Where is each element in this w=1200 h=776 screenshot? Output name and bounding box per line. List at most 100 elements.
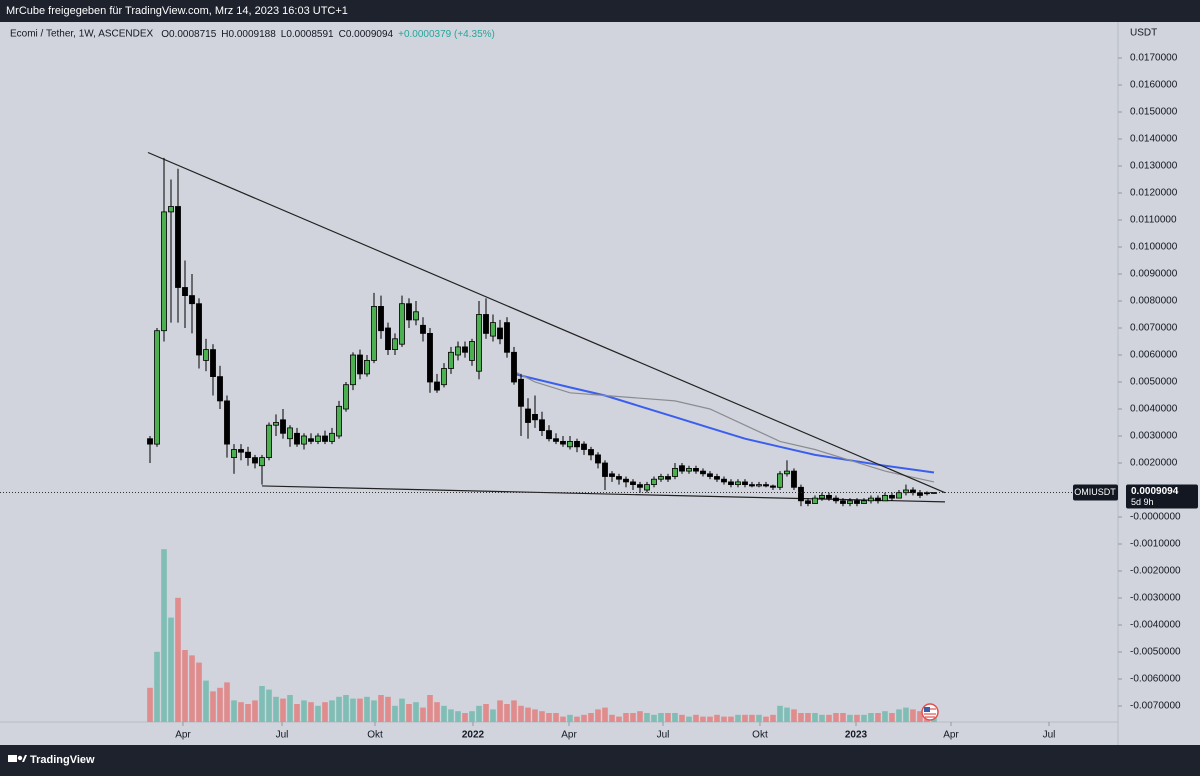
candle-body xyxy=(343,384,349,410)
candle-body xyxy=(497,327,503,340)
candle-body xyxy=(770,485,776,488)
candle-body xyxy=(196,303,202,356)
volume-bar xyxy=(287,695,293,722)
candle-body xyxy=(644,484,650,491)
candle-body xyxy=(308,438,314,442)
candle-body xyxy=(539,419,545,432)
candle-body xyxy=(623,478,629,483)
volume-bar xyxy=(693,714,699,722)
legend-value: C0.0009094 xyxy=(339,29,394,40)
candle-body xyxy=(588,449,594,456)
volume-bar xyxy=(714,714,720,722)
volume-bar xyxy=(721,716,727,722)
x-tick-label: Jul xyxy=(1043,730,1056,741)
legend-value: O0.0008715 xyxy=(161,29,216,40)
volume-bar xyxy=(812,713,818,722)
candle-body xyxy=(875,497,881,502)
volume-bar xyxy=(462,713,468,722)
symbol-title: Ecomi / Tether, 1W, ASCENDEX xyxy=(10,29,154,40)
candle-body xyxy=(371,305,377,361)
volume-bar xyxy=(917,711,923,722)
candle-body xyxy=(462,346,468,353)
candle-body xyxy=(483,314,489,334)
candle-body xyxy=(161,211,167,332)
volume-bar xyxy=(252,700,258,722)
volume-bar xyxy=(840,713,846,722)
volume-bar xyxy=(679,714,685,722)
volume-bar xyxy=(175,597,181,722)
volume-bar xyxy=(168,617,174,722)
x-tick-label: Okt xyxy=(752,730,768,741)
share-text: MrCube freigegeben für TradingView.com, … xyxy=(6,5,348,17)
volume-bar xyxy=(630,713,636,722)
candle-body xyxy=(826,495,832,499)
volume-bar xyxy=(595,709,601,722)
volume-bar xyxy=(357,698,363,722)
candle-body xyxy=(448,351,454,369)
candle-body xyxy=(315,435,321,442)
volume-bar xyxy=(532,709,538,722)
ohlc-legend: O0.0008715 H0.0009188 L0.0008591 C0.0009094… xyxy=(161,29,495,40)
volume-bar xyxy=(861,714,867,722)
candle-body xyxy=(364,360,370,375)
volume-bar xyxy=(392,705,398,722)
volume-bar xyxy=(651,714,657,722)
volume-bar xyxy=(238,702,244,722)
flag-canton xyxy=(924,707,930,712)
volume-bar xyxy=(371,700,377,722)
x-tick-label: Jul xyxy=(276,730,289,741)
volume-bar xyxy=(763,716,769,722)
y-tick-label: 0.0170000 xyxy=(1130,53,1178,64)
line xyxy=(513,372,935,474)
candle-body xyxy=(238,449,244,453)
volume-bar xyxy=(329,700,335,722)
candle-body xyxy=(854,500,860,504)
volume-bar xyxy=(539,711,545,722)
volume-bar xyxy=(805,713,811,722)
volume-bar xyxy=(406,704,412,722)
volume-bar xyxy=(826,714,832,722)
y-tick-label: -0.0070000 xyxy=(1130,701,1181,712)
candle-body xyxy=(301,435,307,445)
volume-bar xyxy=(301,700,307,722)
candle-body xyxy=(672,468,678,477)
x-tick-label: Okt xyxy=(367,730,383,741)
volume-bar xyxy=(280,698,286,722)
volume-bar xyxy=(469,711,475,722)
candle-body xyxy=(630,481,636,486)
candle-body xyxy=(336,405,342,437)
volume-bar xyxy=(616,716,622,722)
volume-bar xyxy=(483,704,489,722)
candle-body xyxy=(560,441,566,445)
volume-bar xyxy=(266,689,272,722)
volume-bar xyxy=(147,687,153,722)
volume-bar xyxy=(560,716,566,722)
y-tick-label: 0.0040000 xyxy=(1130,404,1178,415)
tradingview-logo xyxy=(8,755,27,762)
volume-bar xyxy=(420,707,426,722)
candle-body xyxy=(756,484,762,487)
candle-body xyxy=(385,327,391,351)
volume-bar xyxy=(196,662,202,722)
volume-bar xyxy=(294,704,300,722)
y-tick-label: 0.0020000 xyxy=(1130,458,1178,469)
bottom-bar xyxy=(0,745,1200,776)
volume-bar xyxy=(308,702,314,722)
y-tick-label: 0.0060000 xyxy=(1130,350,1178,361)
candle-body xyxy=(679,465,685,472)
candle-body xyxy=(728,481,734,486)
volume-bar xyxy=(210,691,216,722)
candle-body xyxy=(329,432,335,442)
volume-bar xyxy=(336,696,342,722)
candle-body xyxy=(406,303,412,321)
candle-body xyxy=(917,492,923,496)
volume-bar xyxy=(203,680,209,722)
candle-body xyxy=(476,314,482,372)
candle-body xyxy=(763,484,769,487)
x-tick-label: Jul xyxy=(657,730,670,741)
candle-body xyxy=(322,435,328,442)
y-tick-label: 0.0100000 xyxy=(1130,242,1178,253)
candle-body xyxy=(399,303,405,345)
